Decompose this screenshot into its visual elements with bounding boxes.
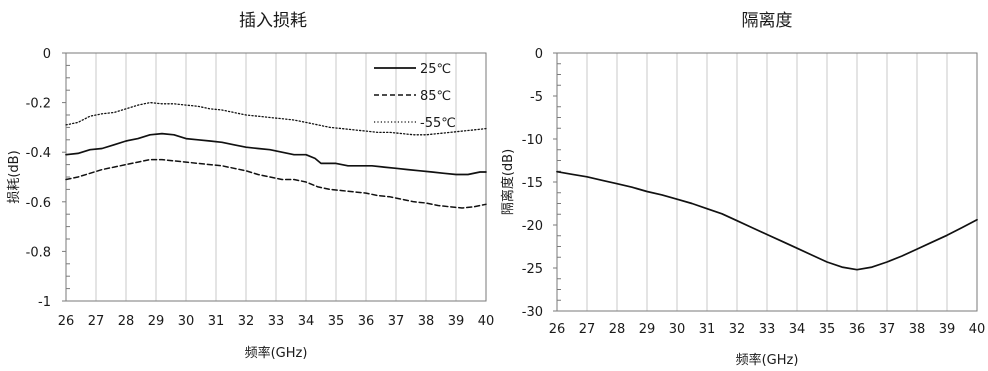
x-tick-label: 38 (909, 322, 926, 337)
legend-label: 85℃ (420, 89, 451, 104)
chart-title: 插入损耗 (239, 11, 307, 31)
x-tick-label: 36 (358, 314, 375, 329)
x-tick-label: 27 (579, 322, 596, 337)
y-tick-label: -20 (522, 219, 543, 234)
x-tick-label: 33 (268, 314, 285, 329)
y-axis-label: 隔离度(dB) (500, 149, 516, 215)
y-tick-label: -0.8 (26, 245, 51, 260)
y-tick-label: -15 (522, 176, 543, 191)
isolation-chart: 隔离度 0 -5 -10 -15 -20 -25 -30 26 27 28 29 30 31 32 33 34 3… (500, 11, 986, 368)
y-tick-label: -0.2 (26, 97, 51, 112)
x-axis-label: 频率(GHz) (245, 345, 308, 361)
y-axis-label: 损耗(dB) (7, 150, 22, 203)
x-tick-label: 33 (759, 322, 776, 337)
y-tick-label: -0.4 (26, 146, 51, 161)
x-tick-label: 34 (298, 314, 315, 329)
y-tick-label: -1 (38, 295, 51, 310)
x-tick-label: 40 (478, 314, 495, 329)
series-line-3 (65, 101, 487, 136)
series-line-2 (65, 158, 487, 209)
x-tick-label: 34 (789, 322, 806, 337)
x-tick-label: 32 (729, 322, 746, 337)
y-tick-label: 0 (43, 47, 51, 62)
series-line-1 (556, 170, 978, 271)
x-tick-label: 39 (939, 322, 956, 337)
x-tick-label: 30 (178, 314, 195, 329)
y-tick-label: -30 (522, 305, 543, 320)
y-tick-label: -25 (522, 262, 543, 277)
x-axis-label: 频率(GHz) (736, 352, 799, 367)
x-tick-label: 29 (148, 314, 165, 329)
x-tick-label: 27 (88, 314, 105, 329)
x-tick-label: 28 (118, 314, 135, 329)
legend: 25℃ 85℃ -55℃ (374, 62, 456, 131)
x-tick-label: 37 (388, 314, 405, 329)
x-tick-label: 35 (819, 322, 836, 337)
x-tick-label: 39 (448, 314, 465, 329)
x-tick-label: 28 (609, 322, 626, 337)
chart-title: 隔离度 (742, 11, 793, 31)
x-tick-label: 26 (58, 314, 75, 329)
y-tick-label: 0 (535, 47, 543, 62)
x-tick-label: 30 (669, 322, 686, 337)
gridlines (586, 53, 948, 311)
x-tick-label: 31 (208, 314, 225, 329)
x-tick-label: 37 (879, 322, 896, 337)
axis-ticks (62, 52, 70, 302)
x-tick-label: 29 (639, 322, 656, 337)
x-tick-label: 35 (328, 314, 345, 329)
gridlines (95, 53, 457, 301)
legend-label: -55℃ (420, 116, 456, 131)
y-tick-label: -5 (530, 90, 543, 105)
x-tick-label: 31 (699, 322, 716, 337)
legend-label: 25℃ (420, 62, 451, 77)
insertion-loss-chart: 插入损耗 0 -0.2 -0.4 -0.6 -0.8 -1 26 27 28 29 30 31 32 33 3… (7, 11, 494, 361)
x-tick-label: 32 (238, 314, 255, 329)
y-tick-label: -0.6 (26, 196, 51, 211)
x-tick-label: 36 (849, 322, 866, 337)
x-tick-label: 26 (549, 322, 566, 337)
y-tick-label: -10 (522, 133, 543, 148)
axis-ticks (553, 52, 561, 312)
x-tick-label: 38 (418, 314, 435, 329)
x-tick-label: 40 (969, 322, 986, 337)
series-line-1 (65, 132, 487, 176)
